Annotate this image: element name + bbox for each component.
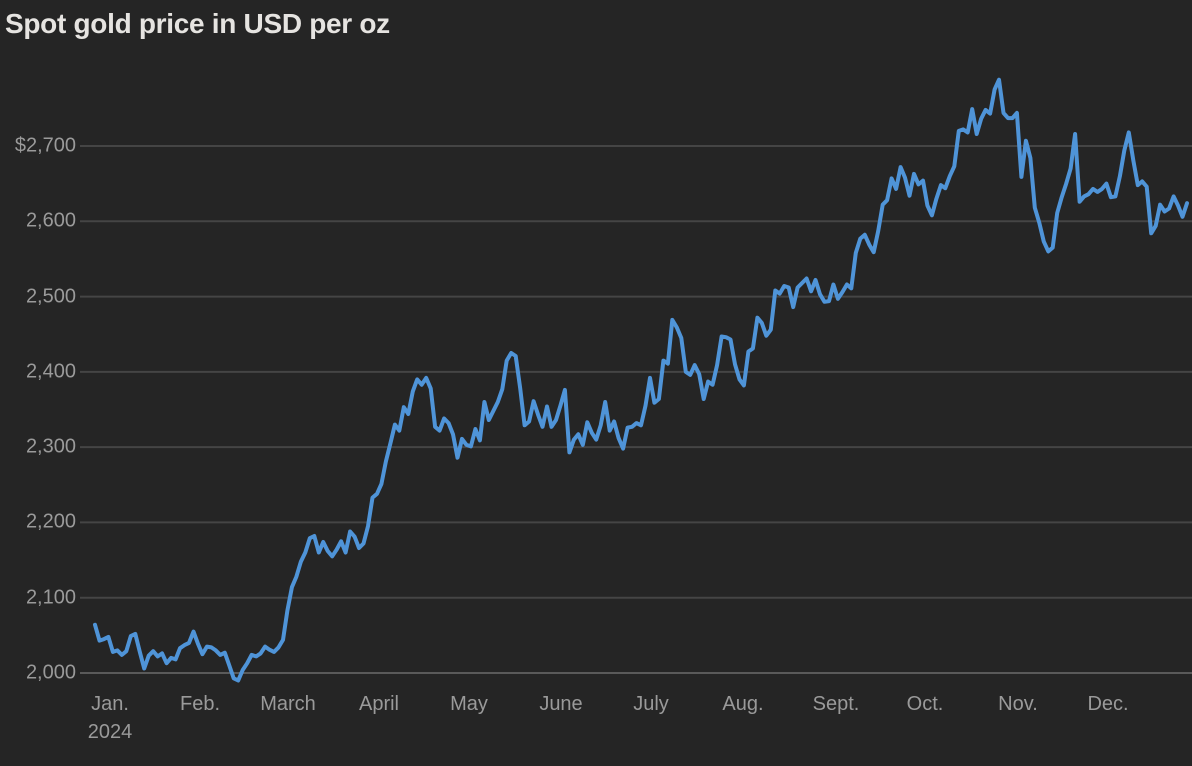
y-tick-label: 2,400 <box>25 360 76 383</box>
x-tick-label: July <box>633 693 669 715</box>
y-tick-label: 2,500 <box>25 285 76 308</box>
x-tick-label: Feb. <box>179 693 221 715</box>
chart-title: Spot gold price in USD per oz <box>5 8 390 39</box>
x-tick-label: Jan. <box>91 693 129 715</box>
x-tick-label: June <box>539 693 583 715</box>
x-tick-label: May <box>450 693 488 715</box>
y-tick-label: $2,700 <box>14 134 76 157</box>
y-tick-label: 2,200 <box>25 510 76 533</box>
y-tick-label: 2,600 <box>25 209 76 232</box>
y-tick-label: 2,300 <box>25 435 76 458</box>
x-tick-label: Oct. <box>906 693 944 715</box>
x-tick-label: Nov. <box>998 693 1038 715</box>
x-tick-label: Dec. <box>1087 693 1129 715</box>
price-line <box>93 77 1189 683</box>
y-tick-label: 2,100 <box>25 586 76 609</box>
x-tick-label: April <box>358 693 400 715</box>
gridlines <box>80 145 1192 674</box>
x-tick-label: Aug. <box>722 693 764 715</box>
x-tick-label: Sept. <box>812 693 860 715</box>
x-tick-label: March <box>260 693 316 715</box>
x-axis-year-label: 2024 <box>87 721 133 743</box>
y-tick-label: 2,000 <box>25 661 76 684</box>
